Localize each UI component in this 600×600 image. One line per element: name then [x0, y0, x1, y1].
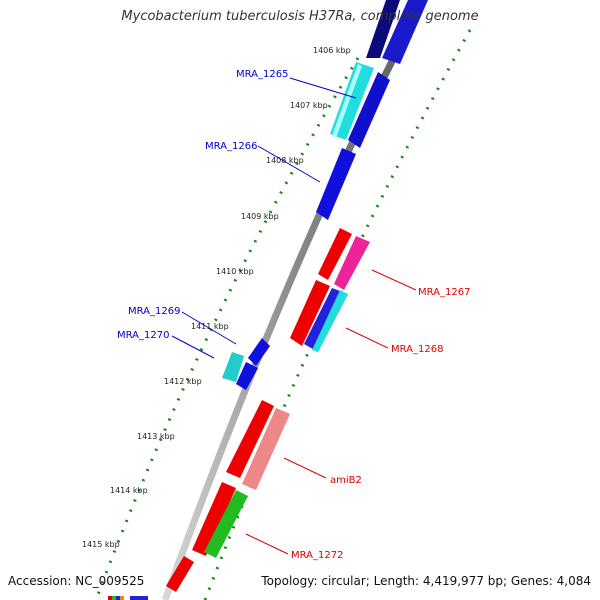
- gene-feature-amib2[interactable]: [242, 408, 290, 490]
- ruler-label: 1407 kbp: [290, 101, 328, 110]
- gene-feature[interactable]: [236, 362, 258, 390]
- ruler-label: 1411 kbp: [191, 322, 229, 331]
- gene-feature-mra-1270[interactable]: [222, 352, 244, 382]
- gene-feature-red[interactable]: [226, 400, 274, 478]
- label-leader-lines: [171, 77, 417, 555]
- gene-label-mra-1267[interactable]: MRA_1267: [418, 287, 470, 298]
- gene-features: [108, 0, 428, 600]
- gene-feature[interactable]: [312, 290, 348, 352]
- gene-labels: MRA_1265 MRA_1266 MRA_1269 MRA_1270 MRA_…: [117, 69, 470, 561]
- ruler-label: 1414 kbp: [110, 486, 148, 495]
- gene-label-mra-1270[interactable]: MRA_1270: [117, 330, 169, 341]
- gene-feature[interactable]: [382, 0, 428, 64]
- gene-feature-mra-1267[interactable]: [334, 236, 370, 290]
- ruler-label: 1413 kbp: [137, 432, 175, 441]
- gene-label-mra-1265[interactable]: MRA_1265: [236, 69, 288, 80]
- topology-summary: Topology: circular; Length: 4,419,977 bp…: [261, 574, 591, 588]
- gene-feature-mra-1266[interactable]: [316, 148, 356, 220]
- gene-feature-red[interactable]: [290, 280, 330, 346]
- accession-text: Accession: NC_009525: [8, 574, 145, 588]
- gene-label-mra-1266[interactable]: MRA_1266: [205, 141, 257, 152]
- gene-label-mra-1269[interactable]: MRA_1269: [128, 306, 180, 317]
- gene-feature[interactable]: [366, 0, 400, 58]
- gene-label-mra-1272[interactable]: MRA_1272: [291, 550, 343, 561]
- legend-color-strip: [108, 596, 148, 600]
- gene-feature-mra-1269[interactable]: [248, 338, 270, 366]
- genome-backbone: [161, 0, 428, 600]
- ruler-label: 1410 kbp: [216, 267, 254, 276]
- gene-feature[interactable]: [332, 64, 362, 138]
- gene-feature-mra-1272[interactable]: [204, 490, 248, 558]
- gene-feature-red[interactable]: [166, 556, 194, 592]
- gene-label-amib2[interactable]: amiB2: [330, 475, 362, 486]
- gene-label-mra-1268[interactable]: MRA_1268: [391, 344, 443, 355]
- ruler-label: 1415 kbp: [82, 540, 120, 549]
- ruler-label: 1408 kbp: [266, 156, 304, 165]
- ruler-label: 1406 kbp: [313, 46, 351, 55]
- genome-title: Mycobacterium tuberculosis H37Ra, comple…: [121, 9, 479, 24]
- ruler-labels: 1406 kbp 1407 kbp 1408 kbp 1409 kbp 1410…: [82, 46, 351, 549]
- ruler-label: 1409 kbp: [241, 212, 279, 221]
- gene-feature-red[interactable]: [318, 228, 352, 280]
- ruler-label: 1412 kbp: [164, 377, 202, 386]
- gene-feature-red[interactable]: [192, 482, 236, 556]
- gene-feature[interactable]: [348, 72, 390, 148]
